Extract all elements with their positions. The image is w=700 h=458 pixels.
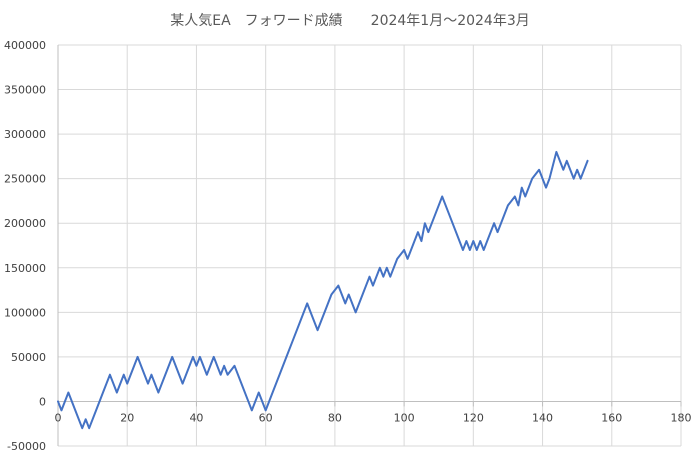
series-line [57,150,589,430]
series-layer [57,150,589,430]
y-tick-label: 50000 [11,351,46,364]
x-tick-label: 140 [532,411,553,424]
x-tick-label: 100 [394,411,415,424]
x-tick-label: 80 [328,411,342,424]
axis-layer [57,45,682,446]
y-tick-label: 250000 [4,173,46,186]
x-tick-label: 120 [463,411,484,424]
x-tick-label: 0 [55,411,62,424]
y-tick-label: 350000 [4,84,46,97]
y-tick-label: 150000 [4,262,46,275]
tick-label-layer: -50000 0 50000 100000 150000 200000 250000 3000… [4,39,692,453]
x-tick-label: 180 [671,411,692,424]
x-tick-label: 40 [189,411,203,424]
x-tick-label: 60 [259,411,273,424]
grid-layer [58,44,682,447]
x-tick-label: 20 [120,411,134,424]
y-tick-label: 200000 [4,217,46,230]
x-tick-label: 160 [601,411,622,424]
y-tick-label: 100000 [4,306,46,319]
y-tick-label: 300000 [4,128,46,141]
chart-title: 某人気EA フォワード成績 2024年1月～2024年3月 [170,13,530,29]
y-tick-label: 0 [39,395,46,408]
y-tick-label: -50000 [7,440,46,453]
y-tick-label: 400000 [4,39,46,52]
